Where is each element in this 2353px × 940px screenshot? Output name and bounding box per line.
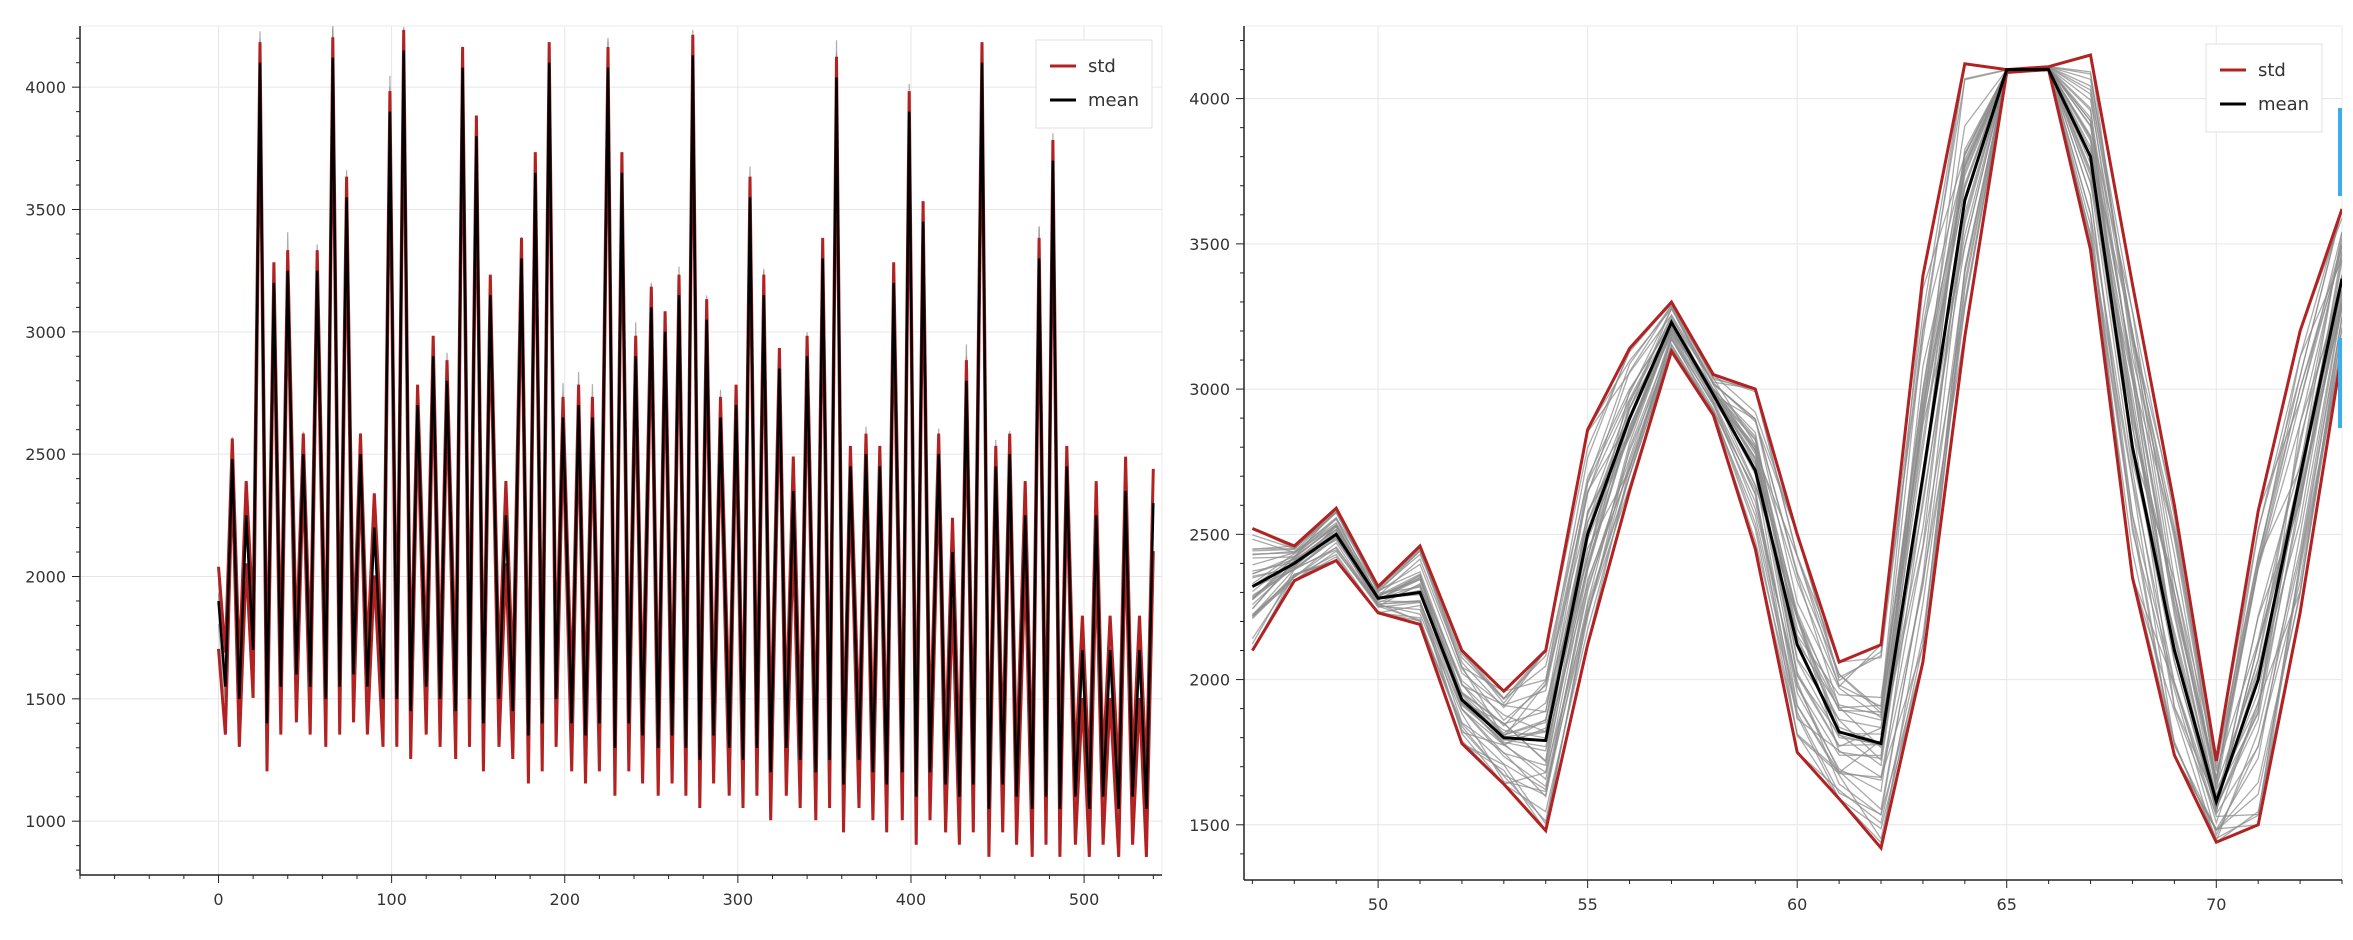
x-tick-label: 300 <box>723 890 754 909</box>
left-chart: 0 100 200 300 400 500 1000 1500 2000 2500 3000 3500… <box>25 25 1163 909</box>
legend: std mean <box>2205 43 2323 133</box>
series-group <box>1251 53 2342 852</box>
y-tick-label: 1500 <box>25 690 66 709</box>
legend: std mean <box>1035 39 1153 129</box>
legend-box <box>1035 39 1153 129</box>
x-tick-label: 200 <box>549 890 580 909</box>
mean-line <box>217 50 1155 809</box>
left-chart-panel: 0 100 200 300 400 500 1000 1500 2000 2500 3000 3500… <box>0 0 1170 940</box>
std-upper-line <box>1251 53 2342 762</box>
y-tick-label: 4000 <box>1190 90 1230 109</box>
sample-trace <box>1252 66 2342 764</box>
y-tick-label: 1500 <box>1190 816 1230 835</box>
x-tick-label: 100 <box>376 890 407 909</box>
x-tick-label: 60 <box>1787 895 1807 914</box>
sample-trace <box>1251 68 2342 841</box>
legend-box <box>2205 43 2323 133</box>
y-tick-label: 2500 <box>25 445 66 464</box>
grid-lines <box>1244 26 2342 880</box>
y-tick-label: 2000 <box>1190 671 1230 690</box>
sample-trace <box>1251 68 2342 825</box>
sample-trace <box>1252 63 2342 780</box>
x-tick-label: 0 <box>213 890 223 909</box>
sample-trace <box>1251 68 2342 810</box>
sample-trace <box>1251 68 2342 837</box>
x-tick-label: 65 <box>1997 895 2017 914</box>
x-tick-label: 500 <box>1069 890 1100 909</box>
y-tick-label: 2000 <box>25 568 66 587</box>
x-tick-label: 50 <box>1368 895 1388 914</box>
std-lower-line <box>1251 68 2342 852</box>
y-tick-label: 2500 <box>1190 525 1230 544</box>
scrollbar-indicator-bottom[interactable] <box>2338 338 2342 428</box>
y-tick-label: 3500 <box>25 201 66 220</box>
mean-line <box>1251 68 2342 807</box>
right-chart-panel: 50 55 60 65 70 1500 2000 2500 3000 3500 4000 std mea… <box>1190 0 2353 940</box>
sample-trace <box>1252 67 2342 792</box>
x-tick-label: 70 <box>2206 895 2226 914</box>
x-tick-label: 400 <box>896 890 927 909</box>
right-chart: 50 55 60 65 70 1500 2000 2500 3000 3500 4000 std mea… <box>1190 25 2343 914</box>
series-group <box>217 26 1155 857</box>
legend-std-label: std <box>2258 60 2286 81</box>
y-tick-label: 4000 <box>25 78 66 97</box>
y-tick-label: 3000 <box>25 323 66 342</box>
x-tick-label: 55 <box>1577 895 1597 914</box>
sample-trace <box>1252 66 2342 784</box>
legend-mean-label: mean <box>2258 94 2309 115</box>
legend-mean-label: mean <box>1088 90 1139 111</box>
sample-trace <box>1252 67 2342 780</box>
sample-trace <box>1252 66 2342 772</box>
y-tick-label: 3000 <box>1190 380 1230 399</box>
y-tick-label: 3500 <box>1190 235 1230 254</box>
legend-std-label: std <box>1088 56 1116 77</box>
y-tick-label: 1000 <box>25 812 66 831</box>
scrollbar-indicator-top[interactable] <box>2338 108 2342 196</box>
